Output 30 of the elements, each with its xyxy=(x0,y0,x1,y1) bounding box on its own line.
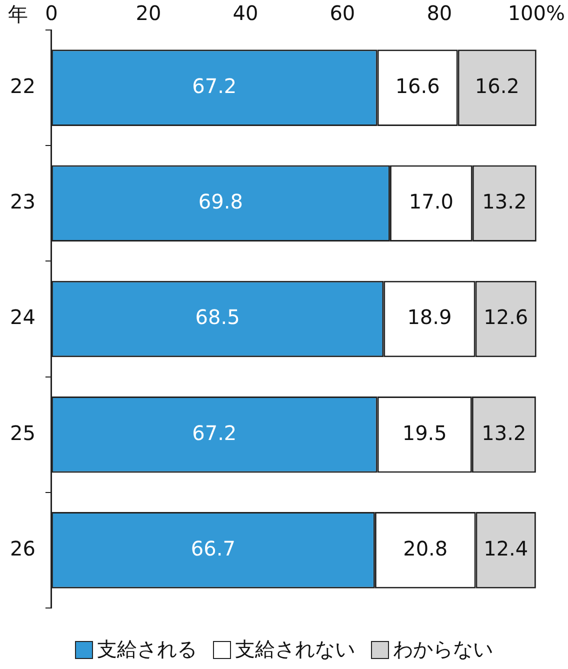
x-tick-label: 0 xyxy=(45,1,58,26)
x-tick-label: 20 xyxy=(136,1,162,26)
data-label: 69.8 xyxy=(198,190,243,214)
x-tick-label: 80 xyxy=(426,1,452,26)
legend-label: わからない xyxy=(393,636,493,663)
x-tick-label: 40 xyxy=(232,1,258,26)
y-tick-label: 24 xyxy=(10,305,36,330)
data-label: 12.4 xyxy=(484,536,528,560)
data-label: 66.7 xyxy=(190,536,236,560)
y-axis-title: 年 xyxy=(8,2,28,26)
data-label: 20.8 xyxy=(403,536,448,560)
y-tick-label: 25 xyxy=(10,420,36,445)
data-label: 16.6 xyxy=(395,74,440,98)
data-label: 16.2 xyxy=(474,74,520,98)
data-label: 67.2 xyxy=(192,74,237,98)
data-label: 13.2 xyxy=(482,190,527,214)
data-label: 67.2 xyxy=(192,420,237,445)
text: 支給されない xyxy=(235,636,355,663)
x-tick-label: 60 xyxy=(330,1,356,26)
x-tick-label: 100% xyxy=(508,1,566,26)
y-tick-label: 26 xyxy=(10,536,36,560)
data-label: 68.5 xyxy=(195,305,240,330)
legend-label: 支給される xyxy=(97,636,197,663)
data-label: 19.5 xyxy=(402,420,447,445)
y-tick-label: 22 xyxy=(10,74,36,98)
y-tick-label: 23 xyxy=(10,190,36,214)
data-label: 13.2 xyxy=(482,420,526,445)
data-label: 17.0 xyxy=(408,190,454,214)
data-label: 12.6 xyxy=(484,305,528,330)
data-label: 18.9 xyxy=(407,305,452,330)
